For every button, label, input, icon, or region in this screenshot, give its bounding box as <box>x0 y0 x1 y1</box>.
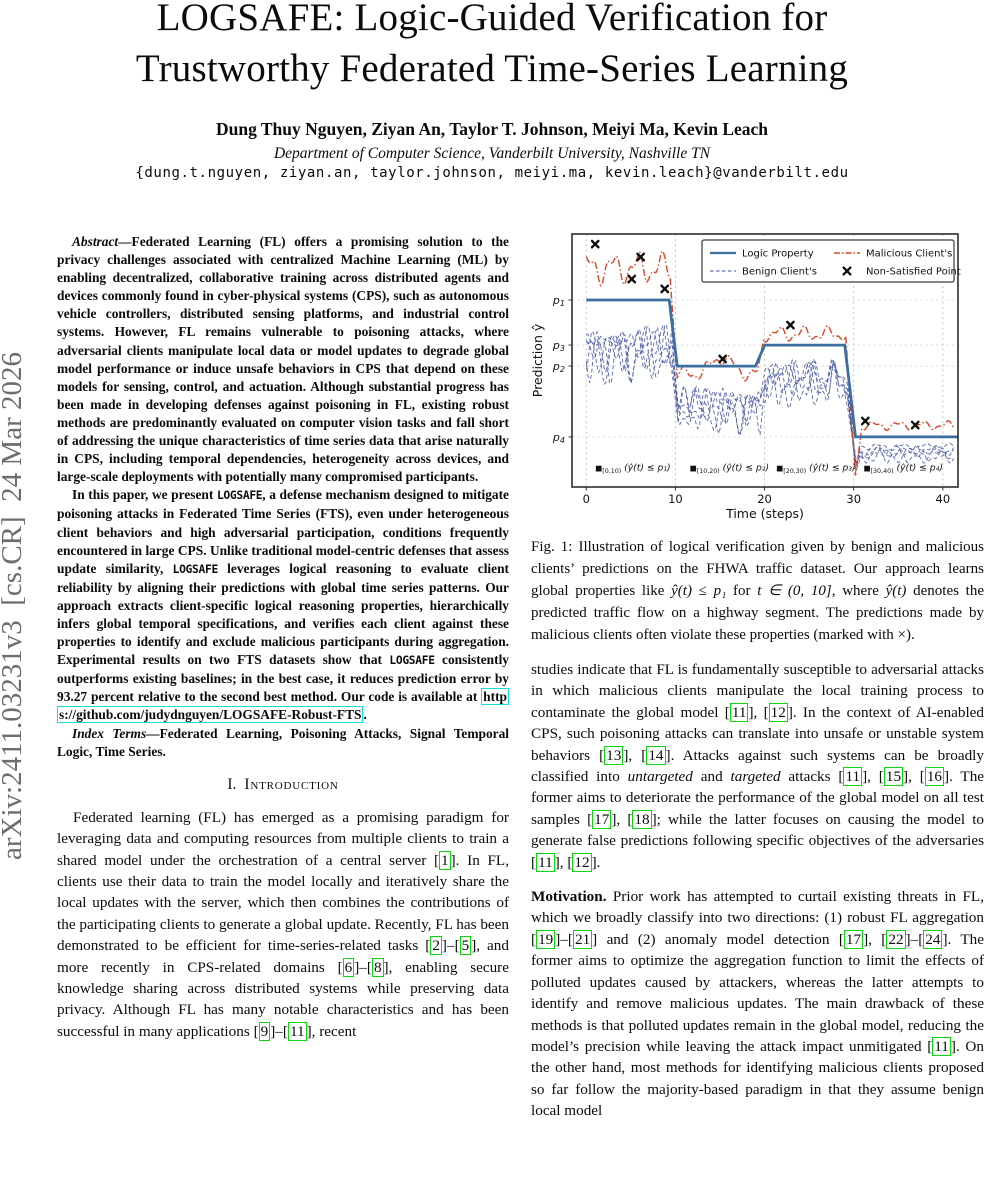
citation-link[interactable]: 8 <box>371 957 384 977</box>
svg-text:Prediction ŷ: Prediction ŷ <box>531 323 545 397</box>
svg-text:30: 30 <box>846 492 861 506</box>
paper-title: LOGSAFE: Logic-Guided Verification for T… <box>0 0 984 94</box>
citation-link[interactable]: 1 <box>439 850 451 870</box>
citation-link[interactable]: 12 <box>768 702 788 722</box>
svg-text:p2: p2 <box>552 360 565 374</box>
citation-link[interactable]: 11 <box>843 767 863 787</box>
index-terms: Index Terms—Federated Learning, Poisonin… <box>57 725 509 759</box>
section-title: Introduction <box>244 775 339 793</box>
citation-link[interactable]: 11 <box>287 1021 307 1041</box>
citation-link[interactable]: 9 <box>258 1021 271 1041</box>
arxiv-side-banner: arXiv:2411.03231v3 [cs.CR] 24 Mar 2026 <box>0 352 28 860</box>
svg-text:Non-Satisfied Point: Non-Satisfied Point <box>866 267 961 278</box>
citation-link[interactable]: 12 <box>572 852 592 872</box>
citation-link[interactable]: 15 <box>883 767 904 787</box>
section-number: I. <box>227 775 237 793</box>
citation-link[interactable]: 21 <box>572 929 593 949</box>
citation-link[interactable]: 11 <box>729 702 749 722</box>
intro-paragraph-1: Federated learning (FL) has emerged as a… <box>57 808 510 1041</box>
author-emails: {dung.t.nguyen, ziyan.an, taylor.johnson… <box>135 165 849 181</box>
abstract-paragraph-2: In this paper, we present LOGSAFE, a def… <box>57 487 509 724</box>
figure-1-chart: ■[0,10) (ŷ(t) ≤ p₁) ■[10,20) (ŷ(t) ≤ p₂) ■… <box>530 233 961 521</box>
left-column: Abstract—Federated Learning (FL) offers … <box>57 233 509 1042</box>
svg-text:Benign Client's: Benign Client's <box>742 267 817 278</box>
citation-link[interactable]: 22 <box>886 929 906 949</box>
citation-link[interactable]: 11 <box>536 852 555 872</box>
citation-link[interactable]: 2 <box>430 936 442 956</box>
svg-text:p4: p4 <box>552 431 565 445</box>
svg-text:■[0,10) (ŷ(t) ≤ p₁): ■[0,10) (ŷ(t) ≤ p₁) <box>595 463 670 475</box>
citation-link[interactable]: 13 <box>604 745 624 765</box>
svg-text:■[30,40) (ŷ(t) ≤ p₄): ■[30,40) (ŷ(t) ≤ p₄) <box>864 463 943 475</box>
citation-link[interactable]: 16 <box>924 767 944 787</box>
svg-text:Logic Property: Logic Property <box>742 249 814 260</box>
author-list: Dung Thuy Nguyen, Ziyan An, Taylor T. Jo… <box>215 119 769 139</box>
code-repository-link[interactable]: https://github.com/judydnguyen/LOGSAFE-R… <box>57 688 509 724</box>
citation-link[interactable]: 17 <box>843 929 864 949</box>
svg-text:40: 40 <box>936 492 951 506</box>
motivation-paragraph: Motivation. Prior work has attempted to … <box>531 888 984 1120</box>
svg-text:p3: p3 <box>552 339 565 353</box>
citation-link[interactable]: 6 <box>342 957 355 977</box>
svg-text:p1: p1 <box>552 294 565 308</box>
svg-text:10: 10 <box>668 492 683 506</box>
section-heading-introduction: I. Introduction <box>57 776 509 794</box>
abstract-section: Abstract—Federated Learning (FL) offers … <box>57 233 509 761</box>
citation-link[interactable]: 19 <box>536 929 556 949</box>
svg-text:■[10,20) (ŷ(t) ≤ p₂): ■[10,20) (ŷ(t) ≤ p₂) <box>690 463 769 475</box>
paper-title-line2: Trustworthy Federated Time-Series Learni… <box>135 47 849 90</box>
affiliation: Department of Computer Science, Vanderbi… <box>273 145 711 162</box>
svg-text:0: 0 <box>583 492 590 506</box>
citation-link[interactable]: 18 <box>632 809 652 829</box>
citation-link[interactable]: 11 <box>932 1036 951 1056</box>
right-column-text: studies indicate that FL is fundamentall… <box>531 659 984 1122</box>
citation-link[interactable]: 24 <box>923 929 943 949</box>
introduction-text: Federated learning (FL) has emerged as a… <box>57 807 509 1042</box>
svg-text:20: 20 <box>757 492 772 506</box>
citation-link[interactable]: 5 <box>459 936 472 956</box>
body-paragraph-continued: studies indicate that FL is fundamentall… <box>531 661 984 872</box>
svg-text:Malicious Client's: Malicious Client's <box>866 249 952 260</box>
svg-text:■[20,30) (ŷ(t) ≤ p₃): ■[20,30) (ŷ(t) ≤ p₃) <box>776 463 855 475</box>
right-column: ■[0,10) (ŷ(t) ≤ p₁) ■[10,20) (ŷ(t) ≤ p₂) ■… <box>530 226 984 1122</box>
paper-title-line1: LOGSAFE: Logic-Guided Verification for <box>156 0 828 39</box>
citation-link[interactable]: 17 <box>592 809 612 829</box>
citation-link[interactable]: 14 <box>646 745 666 765</box>
abstract-paragraph-1: Abstract—Federated Learning (FL) offers … <box>57 234 509 485</box>
figure-1: ■[0,10) (ŷ(t) ≤ p₁) ■[10,20) (ŷ(t) ≤ p₂) ■… <box>530 226 984 646</box>
svg-text:Time (steps): Time (steps) <box>725 506 804 521</box>
figure-1-caption: Fig. 1: Illustration of logical verifica… <box>531 539 984 643</box>
